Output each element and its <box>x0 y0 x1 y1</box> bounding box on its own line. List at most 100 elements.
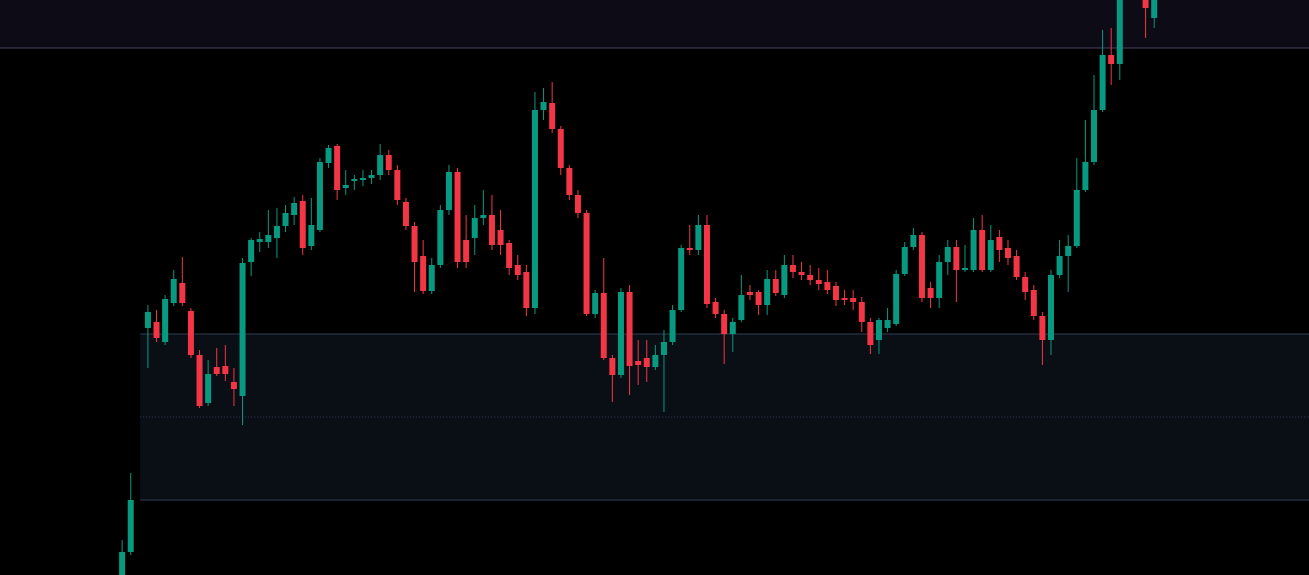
candle-body <box>927 288 934 298</box>
candle-body <box>944 247 951 262</box>
candle-body <box>901 247 908 274</box>
candle-body <box>394 170 401 200</box>
candle-body <box>230 382 237 389</box>
candle-body <box>824 282 831 290</box>
candle-body <box>480 215 487 218</box>
candle-body <box>256 239 263 242</box>
candle-body <box>738 295 745 320</box>
candle-body <box>213 367 220 374</box>
candle-body <box>359 178 366 180</box>
candle-body <box>566 168 573 195</box>
candle-body <box>334 146 341 190</box>
candle-body <box>514 265 521 275</box>
candle-body <box>531 110 538 308</box>
candle-body <box>850 298 857 302</box>
candle-body <box>772 279 779 293</box>
candle-body <box>815 280 822 284</box>
candle-body <box>764 279 771 305</box>
candle-body <box>454 172 461 262</box>
candle-body <box>497 230 504 245</box>
candle-body <box>463 240 470 262</box>
candle-body <box>549 103 556 129</box>
candle-body <box>385 155 392 170</box>
candle-body <box>420 256 427 291</box>
candle-body <box>299 201 306 248</box>
candle-body <box>910 235 917 247</box>
candle-body <box>789 265 796 272</box>
candle-body <box>712 302 719 314</box>
candle-body <box>540 102 547 110</box>
candle-body <box>961 268 968 270</box>
candle-body <box>308 225 315 246</box>
candle-body <box>325 148 332 163</box>
candle-body <box>1065 246 1072 256</box>
candle-body <box>179 283 186 303</box>
candle-body <box>377 155 384 175</box>
candle-body <box>686 248 693 250</box>
candle-body <box>557 129 564 168</box>
candle-body <box>884 320 891 328</box>
zones <box>0 0 1309 501</box>
candle-body <box>248 240 255 262</box>
candle-body <box>652 355 659 367</box>
candle-body <box>437 210 444 265</box>
candle-body <box>222 366 229 374</box>
candle-body <box>119 552 126 575</box>
candle-body <box>411 226 418 262</box>
candle-body <box>970 230 977 270</box>
candle-body <box>574 195 581 213</box>
candle-body <box>187 311 194 355</box>
candle-body <box>162 299 169 342</box>
candle-body <box>471 218 478 238</box>
candle-body <box>609 358 616 375</box>
candle-body <box>291 203 298 215</box>
candle-body <box>1090 110 1097 162</box>
candle-body <box>428 265 435 291</box>
candle-body <box>781 265 788 295</box>
candle-body <box>617 292 624 375</box>
candle-body <box>1142 0 1149 8</box>
candle-body <box>936 262 943 298</box>
candle-body <box>1073 190 1080 246</box>
candle-body <box>1056 256 1063 275</box>
candle-body <box>979 230 986 270</box>
candle-body <box>282 213 289 226</box>
candle-body <box>583 213 590 314</box>
candle-body <box>351 179 358 181</box>
candle-body <box>316 162 323 230</box>
candle-body <box>273 226 280 238</box>
candle-body <box>635 361 642 365</box>
candle-body <box>239 263 246 396</box>
candle-body <box>196 355 203 406</box>
zone <box>0 0 1309 48</box>
candle-body <box>144 312 151 328</box>
candle-body <box>867 322 874 345</box>
candle-body <box>1004 248 1011 258</box>
candle-body <box>1082 162 1089 190</box>
candle-body <box>807 275 814 280</box>
candle-body <box>523 272 530 308</box>
candle-body <box>170 279 177 303</box>
candle-body <box>600 293 607 358</box>
candle-body <box>1030 290 1037 316</box>
candle-body <box>669 310 676 342</box>
candle-body <box>1108 55 1115 64</box>
candle-body <box>1099 55 1106 110</box>
candle-body <box>342 185 349 188</box>
candle-body <box>721 314 728 334</box>
candle-body <box>987 240 994 270</box>
candle-body <box>660 342 667 355</box>
candle-body <box>1047 275 1054 340</box>
candle-body <box>488 215 495 245</box>
candle-body <box>695 225 702 250</box>
candle-body <box>368 175 375 178</box>
candle-body <box>858 302 865 322</box>
candle-body <box>678 248 685 310</box>
candle-body <box>402 202 409 226</box>
candle-body <box>832 286 839 300</box>
candle-body <box>746 292 753 295</box>
candle-body <box>953 247 960 270</box>
candle-body <box>875 320 882 340</box>
candle-body <box>729 322 736 334</box>
